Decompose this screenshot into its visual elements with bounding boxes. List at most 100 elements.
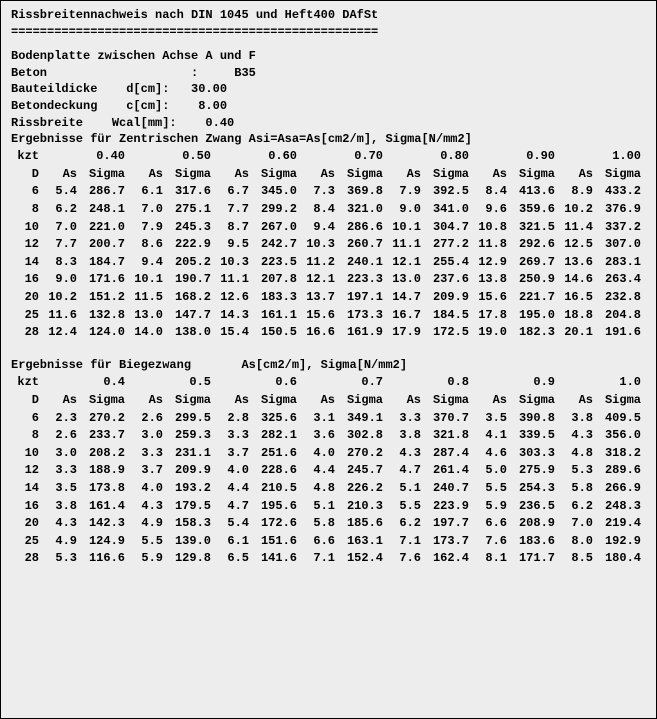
param-line: Rissbreite Wcal[mm]: 0.40 (11, 115, 646, 132)
cell-As: 11.5 (125, 289, 163, 307)
col-As: As (211, 165, 249, 183)
cell-Sigma: 321.5 (507, 218, 555, 236)
kzt-value: 0.4 (77, 374, 125, 392)
cell-As: 12.1 (297, 271, 335, 289)
cell-As: 17.8 (469, 306, 507, 324)
cell-D: 12 (11, 236, 39, 254)
cell-As: 11.1 (383, 236, 421, 254)
cell-Sigma: 204.8 (593, 306, 641, 324)
cell-Sigma: 150.5 (249, 324, 297, 342)
cell-D: 8 (11, 427, 39, 445)
cell-As: 8.9 (555, 183, 593, 201)
cell-Sigma: 171.6 (77, 271, 125, 289)
cell-As: 8.3 (39, 253, 77, 271)
cell-As: 3.3 (211, 427, 249, 445)
cell-Sigma: 370.7 (421, 409, 469, 427)
cell-As: 6.6 (469, 515, 507, 533)
col-Sigma: Sigma (335, 391, 383, 409)
col-As: As (297, 165, 335, 183)
cell-As: 11.4 (555, 218, 593, 236)
cell-Sigma: 251.6 (249, 444, 297, 462)
cell-D: 14 (11, 253, 39, 271)
cell-Sigma: 179.5 (163, 497, 211, 515)
cell-As: 6.6 (297, 532, 335, 550)
cell-As: 12.4 (39, 324, 77, 342)
cell-As: 9.5 (211, 236, 249, 254)
cell-As: 13.0 (125, 306, 163, 324)
cell-Sigma: 289.6 (593, 462, 641, 480)
col-D: D (11, 165, 39, 183)
cell-Sigma: 172.5 (421, 324, 469, 342)
cell-Sigma: 317.6 (163, 183, 211, 201)
cell-Sigma: 248.1 (77, 201, 125, 219)
cell-Sigma: 223.3 (335, 271, 383, 289)
cell-As: 5.9 (469, 497, 507, 515)
cell-D: 6 (11, 409, 39, 427)
cell-As: 11.2 (297, 253, 335, 271)
table-row: 82.6233.73.0259.33.3282.13.6302.83.8321.… (11, 427, 641, 445)
cell-As: 5.8 (555, 479, 593, 497)
cell-As: 4.8 (297, 479, 335, 497)
cell-Sigma: 282.1 (249, 427, 297, 445)
cell-As: 12.9 (469, 253, 507, 271)
table-row: 65.4286.76.1317.66.7345.07.3369.87.9392.… (11, 183, 641, 201)
table-row: 103.0208.23.3231.13.7251.64.0270.24.3287… (11, 444, 641, 462)
col-As: As (39, 391, 77, 409)
cell-Sigma: 345.0 (249, 183, 297, 201)
cell-Sigma: 132.8 (77, 306, 125, 324)
cell-As: 4.3 (125, 497, 163, 515)
cell-As: 3.0 (39, 444, 77, 462)
cell-As: 16.6 (297, 324, 335, 342)
cell-As: 4.9 (39, 532, 77, 550)
cell-Sigma: 299.2 (249, 201, 297, 219)
cell-As: 4.9 (125, 515, 163, 533)
cell-As: 12.6 (211, 289, 249, 307)
cell-As: 10.2 (555, 201, 593, 219)
col-Sigma: Sigma (77, 165, 125, 183)
cell-As: 18.8 (555, 306, 593, 324)
cell-Sigma: 193.2 (163, 479, 211, 497)
cell-Sigma: 208.9 (507, 515, 555, 533)
cell-As: 9.0 (39, 271, 77, 289)
cell-As: 15.4 (211, 324, 249, 342)
cell-Sigma: 261.4 (421, 462, 469, 480)
cell-Sigma: 231.1 (163, 444, 211, 462)
cell-As: 3.8 (555, 409, 593, 427)
kzt-value: 0.6 (249, 374, 297, 392)
cell-As: 14.3 (211, 306, 249, 324)
cell-As: 7.6 (469, 532, 507, 550)
cell-Sigma: 303.3 (507, 444, 555, 462)
kzt-value: 0.60 (249, 148, 297, 166)
table-row: 86.2248.17.0275.17.7299.28.4321.09.0341.… (11, 201, 641, 219)
cell-As: 3.5 (39, 479, 77, 497)
cell-As: 7.9 (383, 183, 421, 201)
cell-D: 20 (11, 289, 39, 307)
table-row: 62.3270.22.6299.52.8325.63.1349.13.3370.… (11, 409, 641, 427)
cell-As: 6.2 (383, 515, 421, 533)
cell-Sigma: 173.3 (335, 306, 383, 324)
cell-Sigma: 139.0 (163, 532, 211, 550)
cell-Sigma: 232.8 (593, 289, 641, 307)
table-row: 123.3188.93.7209.94.0228.64.4245.74.7261… (11, 462, 641, 480)
cell-As: 6.1 (211, 532, 249, 550)
cell-Sigma: 183.3 (249, 289, 297, 307)
cell-D: 8 (11, 201, 39, 219)
cell-Sigma: 299.5 (163, 409, 211, 427)
cell-As: 10.8 (469, 218, 507, 236)
cell-As: 8.6 (125, 236, 163, 254)
cell-Sigma: 124.0 (77, 324, 125, 342)
cell-Sigma: 161.4 (77, 497, 125, 515)
cell-Sigma: 341.0 (421, 201, 469, 219)
cell-As: 5.8 (297, 515, 335, 533)
cell-D: 16 (11, 497, 39, 515)
cell-Sigma: 180.4 (593, 550, 641, 568)
cell-As: 2.6 (39, 427, 77, 445)
cell-As: 13.6 (555, 253, 593, 271)
cell-As: 14.6 (555, 271, 593, 289)
cell-As: 7.9 (125, 218, 163, 236)
cell-As: 16.7 (383, 306, 421, 324)
cell-Sigma: 222.9 (163, 236, 211, 254)
cell-As: 5.5 (125, 532, 163, 550)
kzt-label: kzt (11, 374, 39, 392)
cell-Sigma: 168.2 (163, 289, 211, 307)
